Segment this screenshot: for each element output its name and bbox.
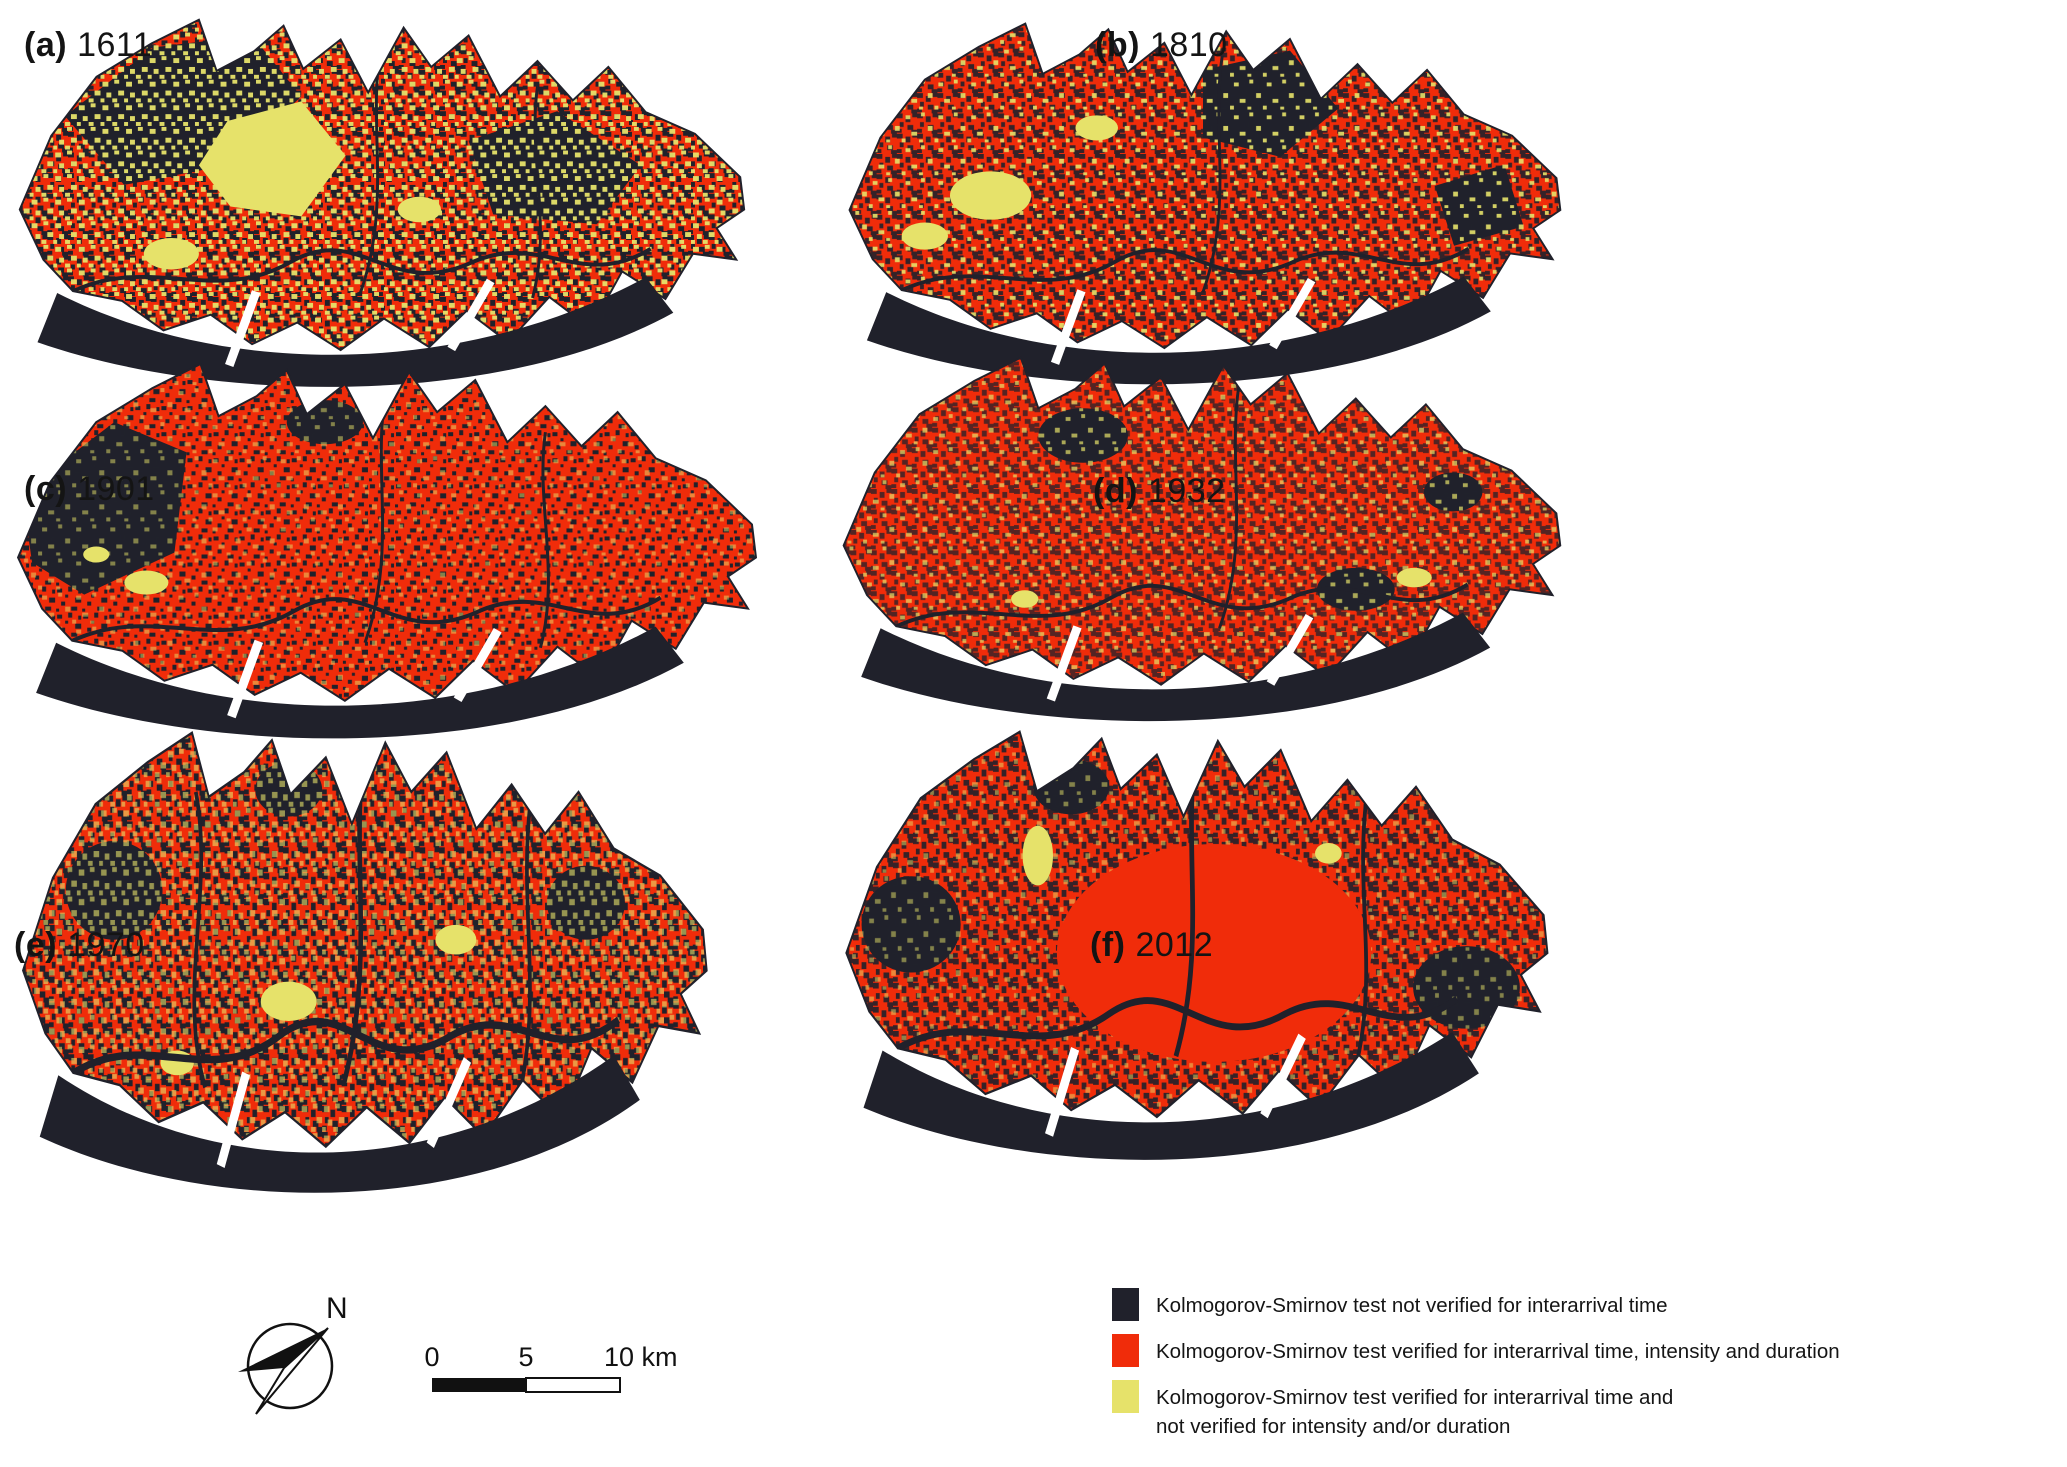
- scale-bar: 0 5 10 km: [424, 1342, 678, 1393]
- panel-key-d: (d): [1093, 472, 1138, 510]
- panel-label-f: (f) 2012: [1090, 928, 1213, 962]
- map-panel-1901: [17, 363, 757, 739]
- legend-label-verified-interarrival-line1: Kolmogorov-Smirnov test verified for int…: [1156, 1386, 1674, 1409]
- panel-key-a: (a): [24, 26, 68, 64]
- panel-year-e: 1970: [67, 926, 145, 964]
- legend-item-not-verified: Kolmogorov-Smirnov test not verified for…: [1112, 1288, 2062, 1321]
- legend-item-verified-all: Kolmogorov-Smirnov test verified for int…: [1112, 1334, 2062, 1367]
- panel-key-c: (c): [24, 470, 68, 508]
- map-panel-1932: [842, 356, 1562, 722]
- scale-tick-0: 0: [424, 1342, 439, 1372]
- panel-label-e: (e) 1970: [14, 928, 145, 962]
- scale-tick-5: 5: [518, 1342, 533, 1372]
- legend-swatch-dark: [1112, 1288, 1139, 1321]
- north-label: N: [326, 1292, 348, 1325]
- panel-key-f: (f): [1090, 926, 1126, 964]
- legend-label-not-verified: Kolmogorov-Smirnov test not verified for…: [1156, 1294, 1668, 1317]
- panel-key-b: (b): [1095, 26, 1140, 64]
- map-texture-1932: [843, 357, 1561, 685]
- map-texture-1611: [19, 19, 745, 351]
- legend-swatch-yellow: [1112, 1380, 1139, 1413]
- panel-label-d: (d) 1932: [1093, 474, 1226, 508]
- map-panel-2012: [845, 730, 1549, 1160]
- panel-key-e: (e): [14, 926, 58, 964]
- panel-year-d: 1932: [1147, 472, 1226, 510]
- map-texture-1810: [849, 23, 1561, 349]
- north-arrow-icon: N: [238, 1292, 348, 1415]
- legend: Kolmogorov-Smirnov test not verified for…: [1112, 1288, 2062, 1454]
- map-panel-1970: [21, 731, 708, 1193]
- panel-year-c: 1901: [77, 470, 155, 508]
- legend-label-verified-all: Kolmogorov-Smirnov test verified for int…: [1156, 1340, 1840, 1363]
- legend-item-verified-interarrival-only: Kolmogorov-Smirnov test verified for int…: [1112, 1380, 2062, 1441]
- panel-year-a: 1611: [77, 26, 153, 64]
- map-panel-1810: [848, 22, 1562, 385]
- legend-swatch-red: [1112, 1334, 1139, 1367]
- scale-tick-10km: 10 km: [604, 1342, 678, 1372]
- map-panel-1611: [18, 18, 746, 387]
- panel-year-b: 1810: [1149, 26, 1228, 64]
- panel-year-f: 2012: [1135, 926, 1214, 964]
- panel-label-c: (c) 1901: [24, 472, 155, 506]
- panel-label-a: (a) 1611: [24, 28, 152, 62]
- legend-label-verified-interarrival-line2: not verified for intensity and/or durati…: [1156, 1415, 1511, 1439]
- panel-label-b: (b) 1810: [1095, 28, 1228, 62]
